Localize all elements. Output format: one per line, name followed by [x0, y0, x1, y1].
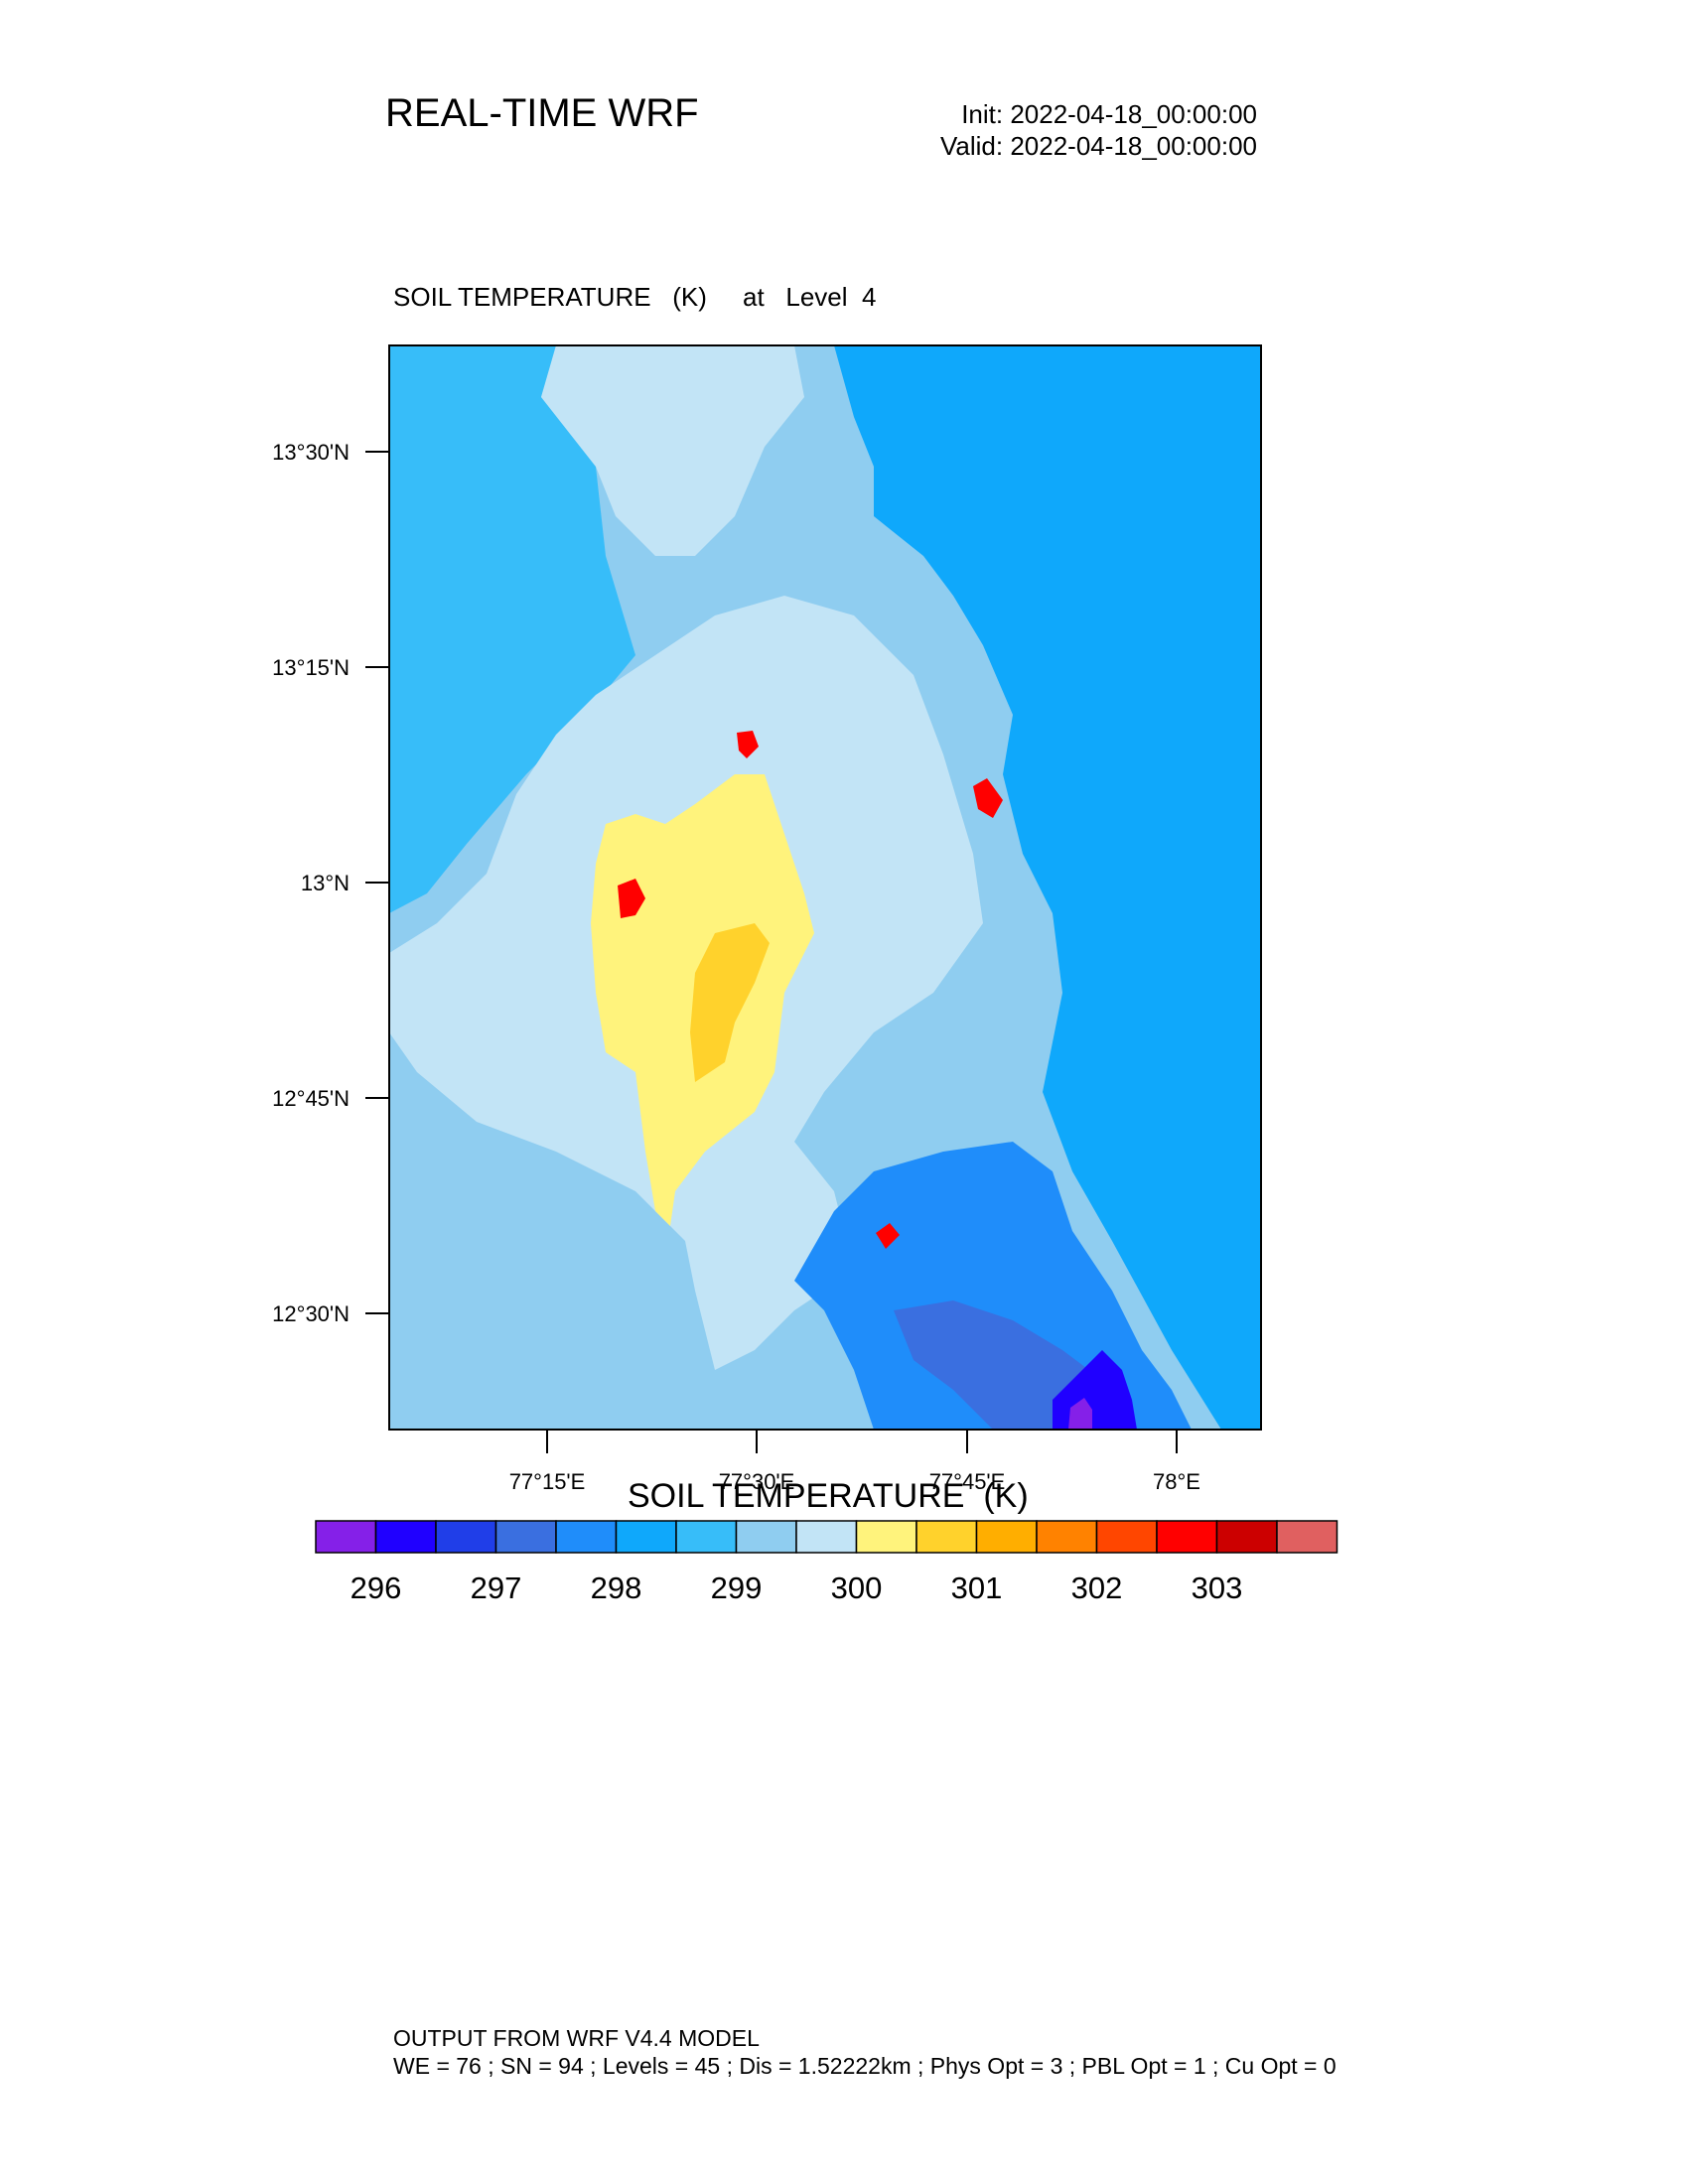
- lat-label: 12°30'N: [272, 1301, 350, 1326]
- colorbar-box: [675, 1520, 738, 1554]
- lat-label: 13°15'N: [272, 655, 350, 680]
- colorbar-box: [735, 1520, 797, 1554]
- colorbar-title: SOIL TEMPERATURE (K): [628, 1477, 1029, 1515]
- map-figure: 13°30'N 13°15'N 13°N 12°45'N 12°30'N 77°…: [272, 344, 1338, 1605]
- colorbar-label: 301: [951, 1570, 1003, 1605]
- colorbar-box: [1095, 1520, 1158, 1554]
- colorbar-box: [615, 1520, 677, 1554]
- lon-label: 77°30'E: [719, 1469, 795, 1494]
- colorbar-label: 302: [1071, 1570, 1123, 1605]
- init-time: Init: 2022-04-18_00:00:00: [961, 99, 1257, 129]
- lat-label: 13°N: [301, 871, 350, 895]
- colorbar-box: [795, 1520, 858, 1554]
- hot-spot-southeast: [876, 1223, 900, 1249]
- colorbar-box: [315, 1520, 377, 1554]
- colorbar-box: [975, 1520, 1038, 1554]
- colorbar-box: [1036, 1520, 1098, 1554]
- northwest-blue-zone: [389, 345, 635, 913]
- colorbar-box: [555, 1520, 618, 1554]
- valid-time: Valid: 2022-04-18_00:00:00: [940, 131, 1257, 161]
- hot-spot-northeast: [973, 778, 1003, 818]
- lon-axis: 77°15'E 77°30'E 77°45'E 78°E: [509, 1430, 1200, 1494]
- field-title: SOIL TEMPERATURE (K) at Level 4: [393, 282, 877, 312]
- colorbar: [315, 1520, 1338, 1554]
- colorbar-labels: 296 297 298 299 300 301 302 303: [351, 1570, 1243, 1605]
- colorbar-label: 303: [1192, 1570, 1243, 1605]
- lon-label: 77°45'E: [929, 1469, 1006, 1494]
- colorbar-box: [374, 1520, 437, 1554]
- lat-axis: 13°30'N 13°15'N 13°N 12°45'N 12°30'N: [272, 440, 389, 1326]
- colorbar-label: 299: [711, 1570, 763, 1605]
- colorbar-box: [1276, 1520, 1338, 1554]
- hot-spot-west: [618, 879, 645, 918]
- colorbar-box: [494, 1520, 557, 1554]
- colorbar-label: 300: [831, 1570, 883, 1605]
- east-blue-zone: [834, 345, 1261, 1430]
- lat-label: 13°30'N: [272, 440, 350, 465]
- colorbar-box: [435, 1520, 497, 1554]
- southeast-dark-zone: [794, 1142, 1192, 1430]
- colorbar-box: [855, 1520, 917, 1554]
- hot-spot-north: [737, 731, 759, 758]
- colorbar-box: [915, 1520, 978, 1554]
- colorbar-box: [1215, 1520, 1278, 1554]
- map-field: [389, 345, 1261, 1430]
- central-warmest-core: [690, 923, 770, 1082]
- north-central-light-zone: [541, 345, 804, 556]
- lon-label: 78°E: [1153, 1469, 1200, 1494]
- lon-label: 77°15'E: [509, 1469, 586, 1494]
- plot-title: REAL-TIME WRF: [385, 91, 699, 135]
- map-frame: [388, 344, 1262, 1431]
- colorbar-box: [1156, 1520, 1218, 1554]
- footer-settings: WE = 76 ; SN = 94 ; Levels = 45 ; Dis = …: [393, 2053, 1336, 2079]
- colorbar-label: 296: [351, 1570, 402, 1605]
- colorbar-label: 298: [591, 1570, 642, 1605]
- footer-model: OUTPUT FROM WRF V4.4 MODEL: [393, 2025, 760, 2051]
- lat-label: 12°45'N: [272, 1086, 350, 1111]
- colorbar-label: 297: [471, 1570, 522, 1605]
- southeast-purple-core: [1068, 1398, 1092, 1430]
